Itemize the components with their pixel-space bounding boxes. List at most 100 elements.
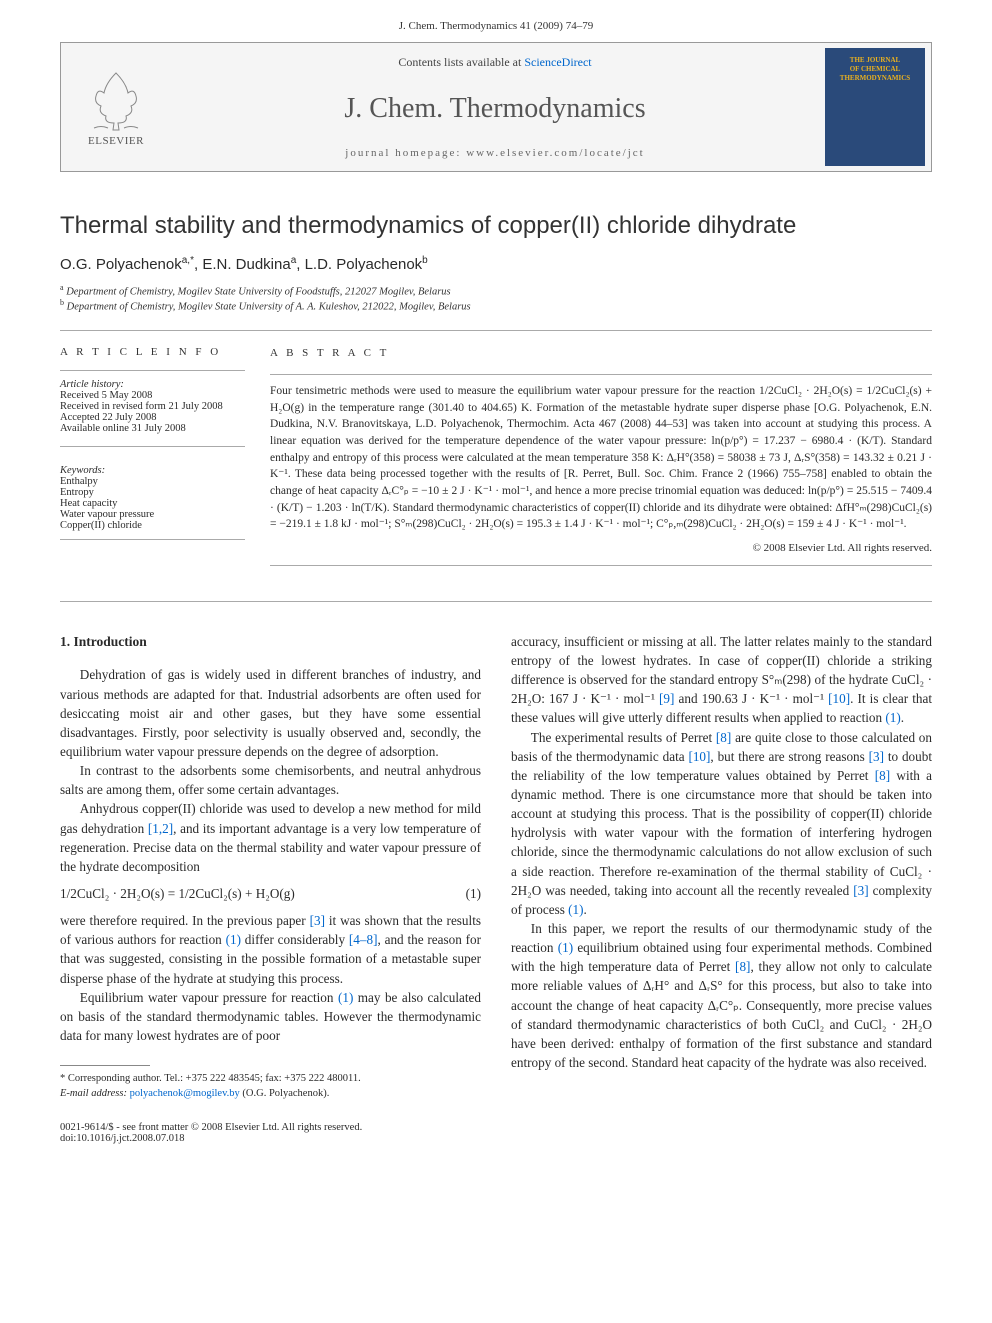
email-tail: (O.G. Polyachenok). [242,1088,329,1099]
equation-ref-link[interactable]: (1) [885,710,900,725]
equation-ref-link[interactable]: (1) [568,902,583,917]
equation-ref-link[interactable]: (1) [558,940,573,955]
author-marks: a [291,255,297,266]
elsevier-tree-icon [86,68,146,133]
separator [270,565,932,566]
citation-link[interactable]: [8] [716,730,731,745]
paragraph: In contrast to the adsorbents some chemi… [60,761,481,799]
footnote-separator [60,1065,150,1066]
cover-line: THE JOURNAL [840,56,910,65]
front-matter-footer: 0021-9614/$ - see front matter © 2008 El… [60,1122,932,1144]
cover-title: THE JOURNAL OF CHEMICAL THERMODYNAMICS [840,56,910,83]
publisher-name: ELSEVIER [88,135,144,147]
affiliation-text: Department of Chemistry, Mogilev State U… [66,287,450,298]
keyword: Entropy [60,487,245,498]
email-link[interactable]: polyachenok@mogilev.by [130,1088,240,1099]
paragraph: Equilibrium water vapour pressure for re… [60,988,481,1045]
text-run: differ considerably [241,932,349,947]
right-column: accuracy, insufficient or missing at all… [511,632,932,1102]
author-name: O.G. Polyachenok [60,256,182,273]
authors-list: O.G. Polyachenoka,*, E.N. Dudkinaa, L.D.… [60,255,932,273]
front-matter-line: 0021-9614/$ - see front matter © 2008 El… [60,1122,932,1133]
citation-link[interactable]: [4–8] [349,932,378,947]
affiliation-mark: b [60,298,64,307]
separator [60,601,932,602]
affiliation: a Department of Chemistry, Mogilev State… [60,283,932,298]
citation-link[interactable]: [1,2] [148,821,173,836]
text-run: Equilibrium water vapour pressure for re… [80,990,338,1005]
article-info-column: A R T I C L E I N F O Article history: R… [60,346,270,566]
affiliation: b Department of Chemistry, Mogilev State… [60,298,932,313]
text-run: and 190.63 J · K⁻¹ · mol⁻¹ [674,691,828,706]
separator [60,370,245,371]
text-run: , but there are strong reasons [710,749,868,764]
text-run: , they allow not only to calculate more … [511,959,932,1070]
info-abstract-row: A R T I C L E I N F O Article history: R… [60,346,932,566]
citation-link[interactable]: [10] [828,691,850,706]
footnote-contact: * Corresponding author. Tel.: +375 222 4… [60,1072,481,1087]
article-title: Thermal stability and thermodynamics of … [60,212,932,240]
paragraph: In this paper, we report the results of … [511,919,932,1072]
left-column: 1. Introduction Dehydration of gas is wi… [60,632,481,1102]
citation-link[interactable]: [9] [659,691,674,706]
page-header-citation: J. Chem. Thermodynamics 41 (2009) 74–79 [0,0,992,42]
citation-link[interactable]: [10] [688,749,710,764]
citation-link[interactable]: [8] [735,959,750,974]
abstract-heading: A B S T R A C T [270,346,932,362]
affiliations: a Department of Chemistry, Mogilev State… [60,283,932,312]
history-heading: Article history: [60,379,245,390]
corresponding-author-footnote: * Corresponding author. Tel.: +375 222 4… [60,1072,481,1101]
separator [60,539,245,540]
citation-link[interactable]: [3] [869,749,884,764]
abstract-column: A B S T R A C T Four tensimetric methods… [270,346,932,566]
paragraph: The experimental results of Perret [8] a… [511,728,932,919]
journal-header-box: ELSEVIER Contents lists available at Sci… [60,42,932,172]
abstract-text: Four tensimetric methods were used to me… [270,383,932,533]
citation-link[interactable]: [3] [853,883,868,898]
affiliation-text: Department of Chemistry, Mogilev State U… [67,301,471,312]
author: O.G. Polyachenoka,* [60,256,194,273]
paragraph: accuracy, insufficient or missing at all… [511,632,932,728]
text-run: were therefore required. In the previous… [60,913,310,928]
separator [60,330,932,331]
author-marks: a,* [182,255,194,266]
cover-line: OF CHEMICAL [840,65,910,74]
introduction-heading: 1. Introduction [60,632,481,652]
journal-header-center: Contents lists available at ScienceDirec… [171,43,819,171]
sciencedirect-link[interactable]: ScienceDirect [524,55,591,69]
text-run: with a dynamic method. There is one circ… [511,768,932,898]
citation-link[interactable]: [8] [875,768,890,783]
publisher-logo[interactable]: ELSEVIER [61,63,171,152]
footnote-email-row: E-mail address: polyachenok@mogilev.by (… [60,1087,481,1102]
paragraph: Dehydration of gas is widely used in dif… [60,665,481,761]
email-label: E-mail address: [60,1088,127,1099]
text-run: . [584,902,587,917]
separator [270,374,932,375]
article-info-heading: A R T I C L E I N F O [60,346,245,358]
keyword: Heat capacity [60,498,245,509]
text-run: . [901,710,904,725]
equation-ref-link[interactable]: (1) [226,932,241,947]
keyword: Water vapour pressure [60,509,245,520]
paragraph: Anhydrous copper(II) chloride was used t… [60,799,481,876]
equation-number: (1) [466,884,481,903]
author: L.D. Polyachenokb [305,256,428,273]
equation: 1/2CuCl₂ · 2H₂O(s) = 1/2CuCl₂(s) + H₂O(g… [60,884,295,903]
equation-ref-link[interactable]: (1) [338,990,353,1005]
keyword: Copper(II) chloride [60,520,245,531]
journal-cover-thumbnail: THE JOURNAL OF CHEMICAL THERMODYNAMICS [825,48,925,166]
body-two-column: 1. Introduction Dehydration of gas is wi… [60,632,932,1102]
paragraph: were therefore required. In the previous… [60,911,481,988]
equation-row: 1/2CuCl₂ · 2H₂O(s) = 1/2CuCl₂(s) + H₂O(g… [60,884,481,903]
keyword: Enthalpy [60,476,245,487]
contents-text: Contents lists available at [398,55,524,69]
citation-link[interactable]: [3] [310,913,325,928]
keywords-heading: Keywords: [60,465,245,476]
author-name: E.N. Dudkina [202,256,290,273]
doi-line: doi:10.1016/j.jct.2008.07.018 [60,1133,932,1144]
journal-homepage[interactable]: journal homepage: www.elsevier.com/locat… [171,147,819,159]
history-received: Received 5 May 2008 [60,390,245,401]
author: E.N. Dudkinaa [202,256,296,273]
text-run: The experimental results of Perret [531,730,716,745]
affiliation-mark: a [60,283,64,292]
